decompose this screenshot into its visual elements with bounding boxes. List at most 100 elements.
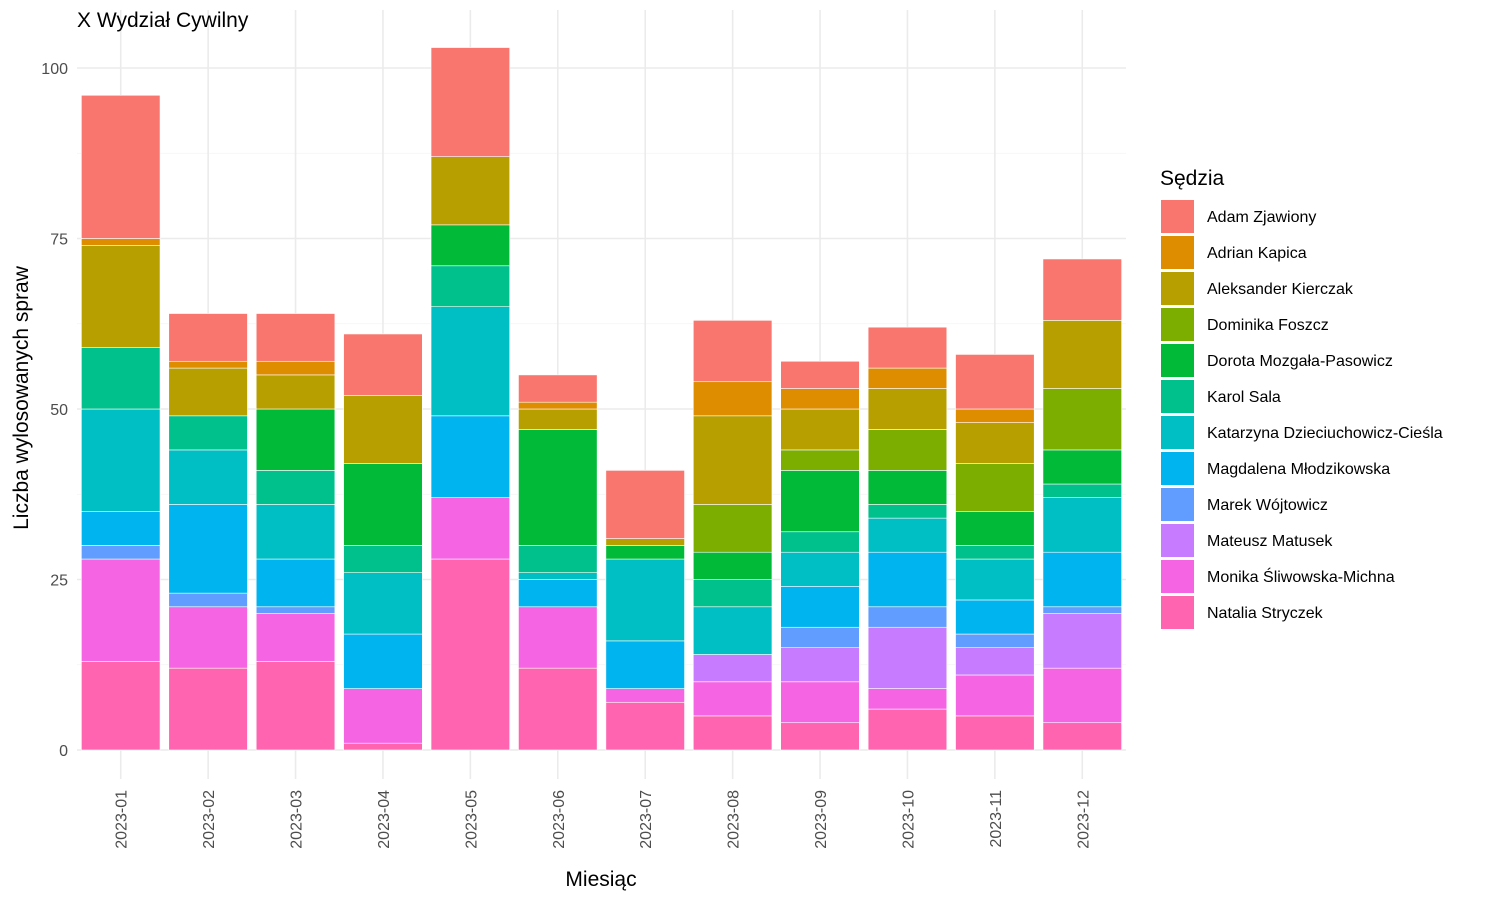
bar-segment — [780, 626, 860, 648]
legend-label: Adam Zjawiony — [1207, 209, 1316, 226]
bar-segment — [168, 667, 248, 751]
legend-label: Katarzyna Dzieciuchowicz-Cieśla — [1207, 425, 1443, 442]
bar-segment — [430, 156, 511, 226]
bar-segment — [343, 395, 423, 464]
bar-segment — [1042, 483, 1122, 498]
bar-segment — [692, 654, 773, 683]
legend-swatch — [1161, 452, 1194, 485]
bar-segment — [867, 688, 948, 710]
bar-segment — [255, 504, 336, 560]
bar-segment — [955, 633, 1035, 648]
bar-segment — [867, 388, 948, 430]
bar-segment — [343, 463, 423, 546]
bar-segment — [518, 408, 598, 430]
legend-label: Magdalena Młodzikowska — [1207, 461, 1390, 478]
legend-label: Dominika Foszcz — [1207, 317, 1329, 334]
bar-segment — [1042, 551, 1122, 608]
bar-segment — [81, 661, 161, 751]
bar-segment — [168, 360, 248, 369]
bar-segment — [780, 551, 860, 587]
bar-segment — [780, 586, 860, 628]
bar-segment — [430, 265, 511, 307]
bar-segment — [81, 545, 161, 560]
bar-segment — [343, 333, 423, 396]
bar-segment — [867, 551, 948, 608]
x-tick-label: 2023-02 — [201, 790, 218, 849]
bar-segment — [255, 374, 336, 410]
bar-segment — [255, 661, 336, 751]
bar-segment — [955, 545, 1035, 560]
legend-swatch — [1161, 344, 1194, 377]
bar-segment — [255, 606, 336, 614]
bar-segment — [255, 558, 336, 608]
legend-swatch — [1161, 308, 1194, 341]
legend-swatch — [1161, 524, 1194, 557]
legend-label: Mateusz Matusek — [1207, 533, 1333, 550]
x-tick-label: 2023-11 — [988, 790, 1005, 848]
bar-segment — [81, 347, 161, 410]
bar-segment — [605, 640, 685, 689]
bar-segment — [955, 647, 1035, 676]
chart-title: X Wydział Cywilny — [77, 9, 249, 32]
bar-segment — [255, 360, 336, 376]
bar-segment — [955, 354, 1035, 410]
legend-swatch — [1161, 272, 1194, 305]
bar-segment — [1042, 258, 1122, 321]
bar-segment — [867, 708, 948, 751]
legend-swatch — [1161, 596, 1194, 629]
bar-segment — [780, 531, 860, 553]
bar-segment — [780, 681, 860, 724]
bar-segment — [692, 415, 773, 505]
bar-segment — [867, 326, 948, 369]
bar-segment — [430, 224, 511, 267]
bar-segment — [255, 470, 336, 505]
bar-segment — [168, 313, 248, 362]
bar-segment — [780, 722, 860, 751]
legend-label: Adrian Kapica — [1207, 245, 1307, 262]
y-tick-label: 75 — [50, 232, 68, 249]
bar-segment — [430, 497, 511, 560]
bar-segment — [867, 367, 948, 389]
bar-segment — [605, 545, 685, 560]
bar-segment — [81, 558, 161, 662]
x-axis: 2023-01 2023-02 2023-03 2023-04 2023-05 2023-… — [114, 790, 1093, 849]
bar-segment — [518, 545, 598, 573]
bar-segment — [168, 415, 248, 451]
legend-label: Natalia Stryczek — [1207, 605, 1324, 622]
bar-segment — [605, 470, 685, 539]
bar-segment — [518, 579, 598, 608]
bar-segment — [1042, 497, 1122, 553]
legend-label: Dorota Mozgała-Pasowicz — [1207, 353, 1393, 370]
bar-segment — [168, 592, 248, 608]
y-axis-title: Liczba wylosowanych spraw — [10, 265, 33, 530]
legend-label: Aleksander Kierczak — [1207, 281, 1354, 298]
legend: Sędzia Adam Zjawiony Adrian Kapica Aleksan… — [1160, 167, 1443, 629]
x-tick-label: 2023-07 — [638, 790, 655, 849]
y-axis: 0 25 50 75 100 — [41, 61, 68, 760]
bar-segment — [867, 470, 948, 505]
bar-segment — [430, 415, 511, 498]
bar-segment — [81, 245, 161, 348]
bar-segment — [692, 606, 773, 655]
bar-segment — [867, 626, 948, 689]
bar-segment — [255, 613, 336, 662]
bar-segment — [955, 408, 1035, 423]
bar-segment — [343, 545, 423, 573]
bar-segment — [1042, 606, 1122, 614]
bar-segment — [81, 94, 161, 239]
y-tick-label: 0 — [59, 743, 68, 760]
bar-segment — [692, 579, 773, 608]
bar-segment — [1042, 388, 1122, 451]
bar-segment — [518, 374, 598, 403]
legend-swatch — [1161, 380, 1194, 413]
bar-segment — [168, 504, 248, 594]
y-tick-label: 50 — [50, 402, 68, 419]
bar-segment — [1042, 449, 1122, 485]
bar-segment — [780, 470, 860, 533]
x-axis-title: Miesiąc — [565, 868, 636, 891]
bar-segment — [780, 388, 860, 410]
y-tick-label: 100 — [41, 61, 68, 78]
bar-segment — [692, 504, 773, 553]
bar-segment — [692, 681, 773, 717]
